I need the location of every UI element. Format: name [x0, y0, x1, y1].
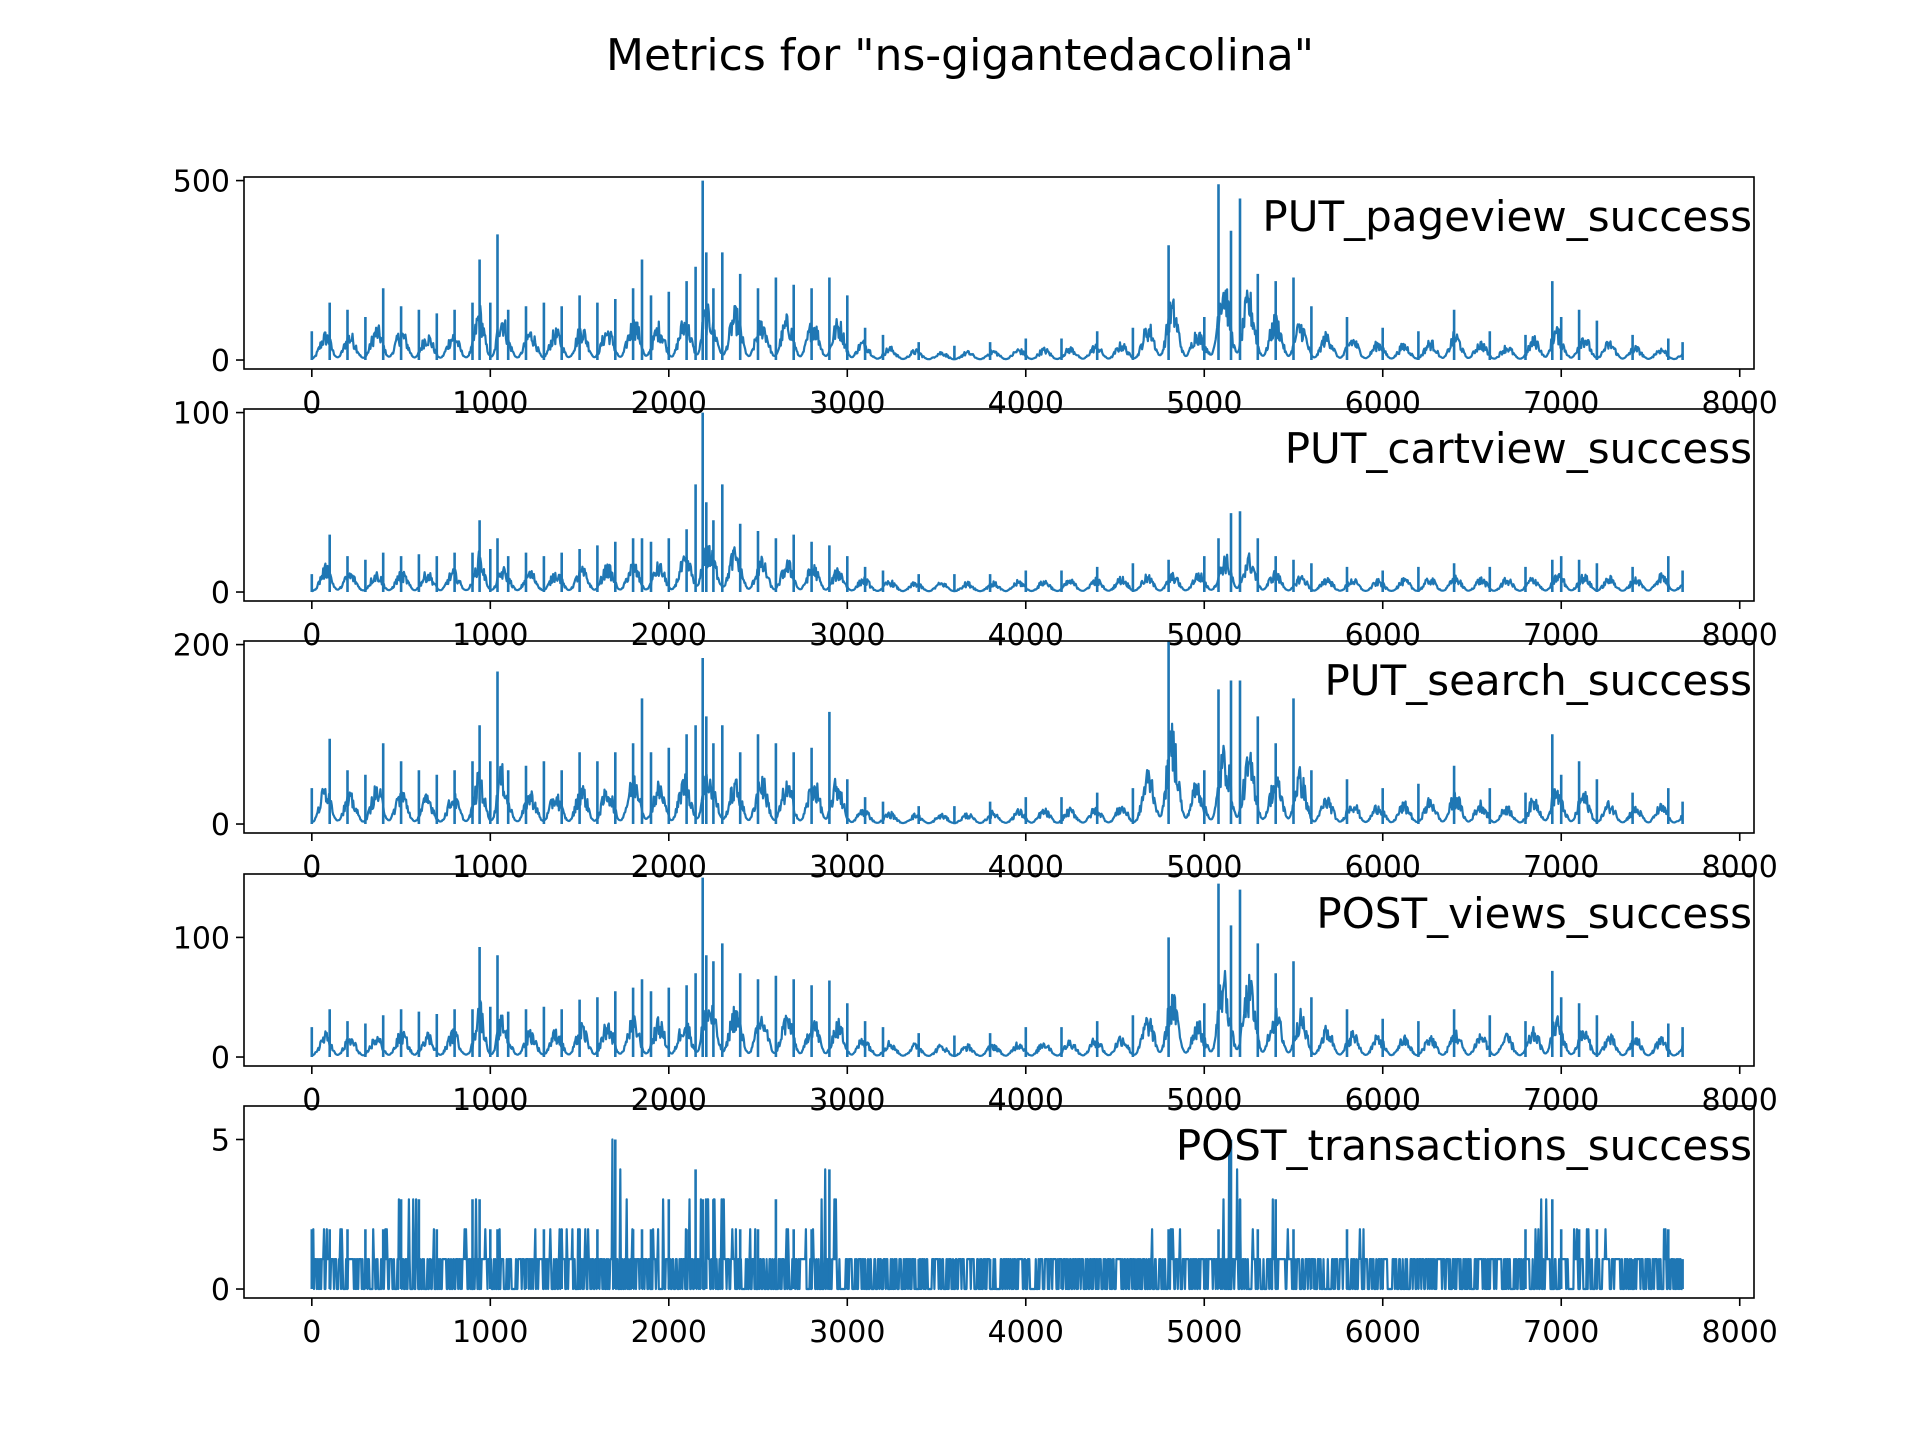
x-tick-label: 3000: [809, 1315, 885, 1350]
x-tick-label: 2000: [631, 850, 707, 885]
y-tick-label: 0: [211, 344, 230, 379]
x-tick-label: 8000: [1702, 1315, 1778, 1350]
figure-title: Metrics for "ns-gigantedacolina": [606, 30, 1314, 81]
x-tick-label: 6000: [1345, 850, 1421, 885]
series-label: PUT_search_success: [1324, 656, 1752, 705]
x-tick-label: 6000: [1345, 1083, 1421, 1118]
x-tick-label: 0: [302, 1315, 321, 1350]
x-tick-label: 5000: [1166, 618, 1242, 653]
x-tick-label: 4000: [988, 1083, 1064, 1118]
y-tick-label: 5: [211, 1123, 230, 1158]
x-tick-label: 3000: [809, 850, 885, 885]
x-tick-label: 8000: [1702, 1083, 1778, 1118]
series-label: PUT_cartview_success: [1285, 424, 1752, 473]
series-label: POST_views_success: [1316, 889, 1752, 938]
y-tick-label: 0: [211, 1041, 230, 1076]
x-tick-label: 7000: [1523, 850, 1599, 885]
subplot-5: POST_transactions_success 0 1000 2000 3000 40…: [211, 1105, 1778, 1350]
x-tick-label: 1000: [452, 618, 528, 653]
x-tick-label: 7000: [1523, 618, 1599, 653]
x-tick-label: 2000: [631, 1083, 707, 1118]
x-tick-label: 7000: [1523, 1083, 1599, 1118]
x-tick-label: 4000: [988, 618, 1064, 653]
y-tick-label: 200: [173, 629, 230, 664]
y-tick-label: 0: [211, 808, 230, 843]
x-tick-label: 2000: [631, 618, 707, 653]
x-tick-label: 1000: [452, 386, 528, 421]
x-tick-label: 7000: [1523, 386, 1599, 421]
x-tick-label: 1000: [452, 1083, 528, 1118]
x-tick-label: 7000: [1523, 1315, 1599, 1350]
subplot-1: PUT_pageview_success 0 1000 2000 3000 4000 500…: [173, 165, 1778, 421]
x-tick-label: 6000: [1345, 1315, 1421, 1350]
y-tick-label: 100: [173, 397, 230, 432]
y-tick-label: 0: [211, 576, 230, 611]
series-label: PUT_pageview_success: [1262, 192, 1752, 241]
x-tick-label: 8000: [1702, 618, 1778, 653]
x-tick-label: 4000: [988, 1315, 1064, 1350]
series-peaks: [310, 180, 1684, 360]
x-tick-label: 0: [302, 386, 321, 421]
y-tick-label: 100: [173, 921, 230, 956]
series-peaks: [310, 641, 1684, 824]
x-tick-label: 3000: [809, 618, 885, 653]
series-label: POST_transactions_success: [1176, 1121, 1752, 1170]
x-tick-label: 5000: [1166, 1083, 1242, 1118]
series-peaks: [310, 412, 1684, 592]
x-tick-label: 8000: [1702, 386, 1778, 421]
x-tick-label: 1000: [452, 850, 528, 885]
x-tick-label: 3000: [809, 386, 885, 421]
x-tick-label: 0: [302, 850, 321, 885]
x-tick-label: 6000: [1345, 618, 1421, 653]
x-tick-label: 0: [302, 1083, 321, 1118]
x-tick-label: 6000: [1345, 386, 1421, 421]
axes-frame: [243, 408, 1755, 602]
axes-frame: [243, 640, 1755, 834]
y-tick-label: 0: [211, 1273, 230, 1308]
x-tick-label: 5000: [1166, 850, 1242, 885]
axes-frame: [243, 1105, 1755, 1299]
series-peaks: [310, 1139, 1684, 1289]
x-tick-label: 8000: [1702, 850, 1778, 885]
axes-frame: [243, 873, 1755, 1067]
x-tick-label: 5000: [1166, 386, 1242, 421]
axes-frame: [243, 176, 1755, 370]
x-tick-label: 2000: [631, 1315, 707, 1350]
x-tick-label: 2000: [631, 386, 707, 421]
x-tick-label: 4000: [988, 850, 1064, 885]
x-tick-label: 3000: [809, 1083, 885, 1118]
x-tick-label: 5000: [1166, 1315, 1242, 1350]
x-tick-label: 4000: [988, 386, 1064, 421]
y-tick-label: 500: [173, 165, 230, 200]
x-tick-label: 1000: [452, 1315, 528, 1350]
x-tick-label: 0: [302, 618, 321, 653]
series-peaks: [310, 877, 1684, 1057]
